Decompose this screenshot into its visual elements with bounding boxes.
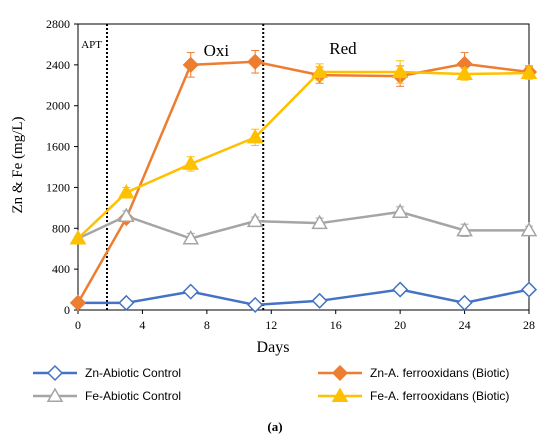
legend-item: Fe-Abiotic Control bbox=[33, 387, 181, 403]
legend-label: Fe-A. ferrooxidans (Biotic) bbox=[370, 389, 509, 403]
data-point bbox=[520, 64, 538, 80]
x-tick-label: 12 bbox=[265, 318, 277, 332]
x-tick-label: 24 bbox=[459, 318, 471, 332]
phase-annotation-apt: APT bbox=[81, 39, 102, 51]
y-axis-ticks: 0 400 800 1200 1600 2000 2400 2800 bbox=[46, 17, 78, 317]
data-point bbox=[311, 214, 328, 230]
data-point bbox=[246, 128, 264, 144]
data-point bbox=[69, 229, 87, 245]
x-tick-label: 8 bbox=[204, 318, 210, 332]
y-tick-label: 2400 bbox=[46, 58, 70, 72]
data-point bbox=[456, 65, 473, 81]
series-line bbox=[77, 70, 530, 240]
y-tick-label: 400 bbox=[52, 262, 70, 276]
legend-marker bbox=[331, 387, 349, 402]
y-tick-label: 2800 bbox=[46, 17, 70, 31]
legend-item: Zn-A. ferrooxidans (Biotic) bbox=[318, 364, 509, 382]
x-axis-ticks: 0 4 8 12 16 20 24 28 bbox=[75, 310, 535, 332]
series-line bbox=[76, 60, 530, 304]
y-axis-label: Zn & Fe (mg/L) bbox=[10, 116, 26, 213]
legend-marker bbox=[331, 364, 349, 382]
legend-label: Fe-Abiotic Control bbox=[85, 389, 181, 403]
x-tick-label: 20 bbox=[394, 318, 406, 332]
data-point bbox=[247, 296, 264, 313]
annotation-layer: APT Oxi Red bbox=[81, 39, 357, 60]
data-point bbox=[182, 283, 199, 300]
data-point bbox=[118, 184, 135, 199]
legend-label: Zn-A. ferrooxidans (Biotic) bbox=[370, 366, 509, 380]
data-point bbox=[182, 155, 200, 170]
data-point bbox=[311, 292, 328, 309]
series-layer bbox=[69, 50, 538, 313]
x-tick-label: 28 bbox=[523, 318, 535, 332]
data-point bbox=[311, 63, 328, 79]
data-point bbox=[246, 212, 264, 228]
y-tick-label: 0 bbox=[64, 303, 70, 317]
data-point bbox=[182, 56, 199, 73]
data-point bbox=[391, 203, 409, 218]
y-tick-label: 1200 bbox=[46, 180, 70, 194]
phase-annotation-oxi: Oxi bbox=[204, 41, 230, 60]
data-point bbox=[118, 207, 135, 223]
x-tick-label: 0 bbox=[75, 318, 81, 332]
legend: Zn-Abiotic Control Zn-A. ferrooxidans (Bi… bbox=[33, 364, 509, 403]
legend-marker bbox=[46, 387, 64, 402]
figure-caption: (a) bbox=[267, 419, 282, 434]
data-point bbox=[391, 63, 409, 79]
series-3 bbox=[69, 60, 538, 245]
legend-marker bbox=[46, 364, 64, 382]
phase-annotation-red: Red bbox=[329, 39, 357, 58]
y-tick-label: 800 bbox=[52, 221, 70, 235]
x-axis-label: Days bbox=[257, 339, 290, 356]
data-point bbox=[456, 294, 473, 311]
data-point bbox=[456, 221, 473, 237]
legend-item: Zn-Abiotic Control bbox=[33, 364, 181, 382]
data-point bbox=[392, 281, 409, 298]
legend-label: Zn-Abiotic Control bbox=[85, 366, 181, 380]
series-line bbox=[77, 210, 529, 240]
x-tick-label: 4 bbox=[139, 318, 145, 332]
data-point bbox=[247, 53, 264, 70]
y-tick-label: 1600 bbox=[46, 140, 70, 154]
data-point bbox=[520, 221, 538, 237]
data-point bbox=[520, 281, 538, 298]
series-line bbox=[78, 288, 530, 307]
x-tick-label: 16 bbox=[330, 318, 342, 332]
data-point bbox=[69, 294, 87, 311]
legend-item: Fe-A. ferrooxidans (Biotic) bbox=[318, 387, 509, 403]
data-point bbox=[118, 294, 135, 311]
data-point bbox=[182, 229, 200, 245]
y-tick-label: 2000 bbox=[46, 99, 70, 113]
